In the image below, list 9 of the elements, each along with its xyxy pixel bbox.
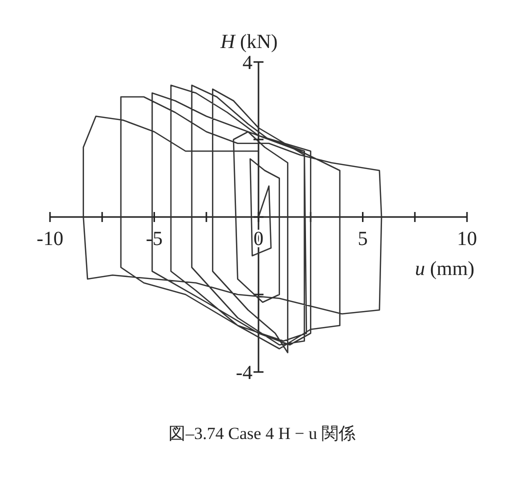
x-axis-title: u (mm) xyxy=(415,258,474,280)
text: 図–3.74 Case 4 H − u 関係 xyxy=(168,423,356,445)
y-tick-label: -4 xyxy=(236,362,252,384)
y-tick-label: 4 xyxy=(242,52,252,74)
x-tick-label: 10 xyxy=(457,228,477,250)
x-tick-label: 5 xyxy=(358,228,368,250)
x-tick-label: -10 xyxy=(36,228,64,250)
y-axis-title: H (kN) xyxy=(220,31,278,53)
line-series xyxy=(82,84,382,354)
